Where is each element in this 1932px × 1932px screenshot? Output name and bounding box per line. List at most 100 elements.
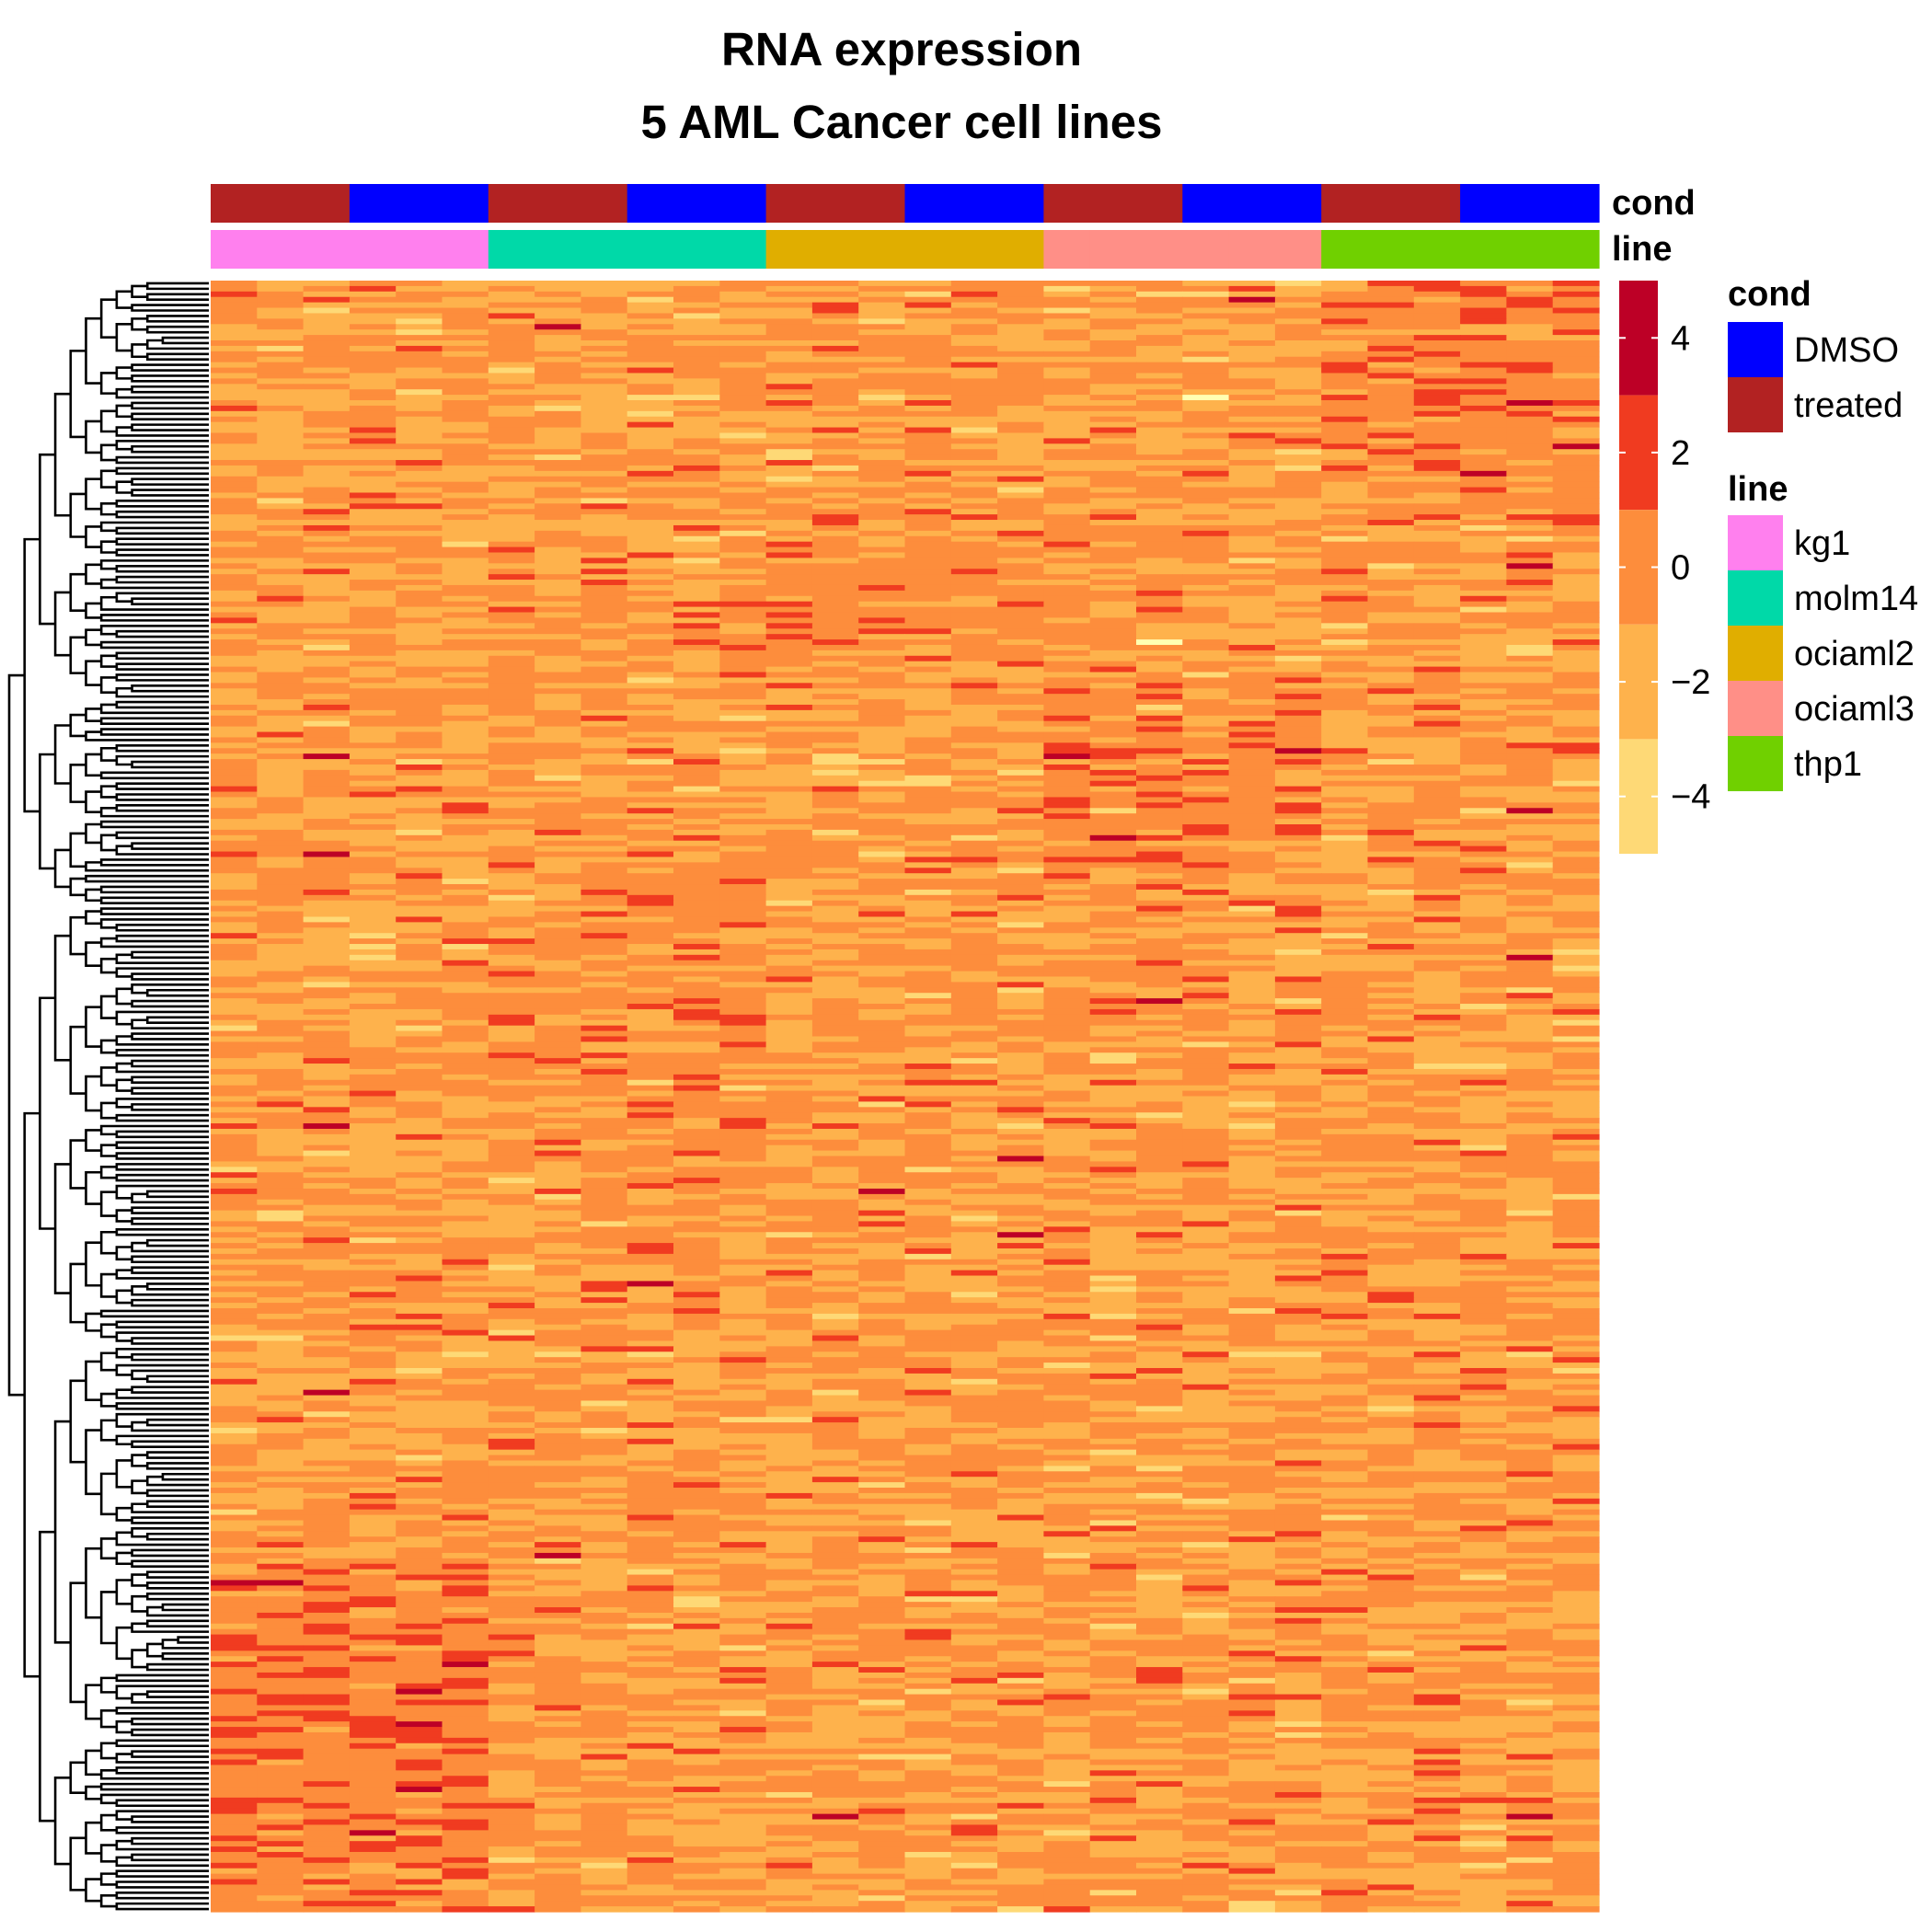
heatmap-cell bbox=[765, 1068, 813, 1075]
heatmap-cell bbox=[1228, 944, 1276, 950]
heatmap-cell bbox=[1321, 373, 1369, 379]
heatmap-cell bbox=[1136, 296, 1183, 304]
heatmap-cell bbox=[211, 509, 258, 515]
heatmap-cell bbox=[627, 911, 674, 918]
heatmap-cell bbox=[1274, 389, 1322, 396]
heatmap-cell bbox=[904, 612, 952, 619]
heatmap-cell bbox=[1089, 873, 1137, 880]
heatmap-cell bbox=[1274, 449, 1322, 455]
heatmap-cell bbox=[765, 911, 813, 918]
heatmap-cell bbox=[1136, 281, 1183, 287]
heatmap-cell bbox=[396, 639, 443, 646]
heatmap-cell bbox=[535, 1019, 581, 1027]
heatmap-cell bbox=[1552, 335, 1600, 341]
heatmap-cell bbox=[1274, 427, 1322, 434]
heatmap-cell bbox=[765, 694, 813, 700]
heatmap-cell bbox=[1182, 373, 1230, 379]
heatmap-cell bbox=[811, 438, 859, 444]
heatmap-cell bbox=[211, 704, 258, 711]
heatmap-cell bbox=[535, 748, 581, 754]
dendrogram-branch bbox=[85, 753, 102, 777]
heatmap-cell bbox=[1460, 1068, 1507, 1075]
heatmap-cell bbox=[1136, 976, 1183, 983]
heatmap-cell bbox=[1552, 998, 1600, 1005]
dendrogram-branch bbox=[99, 1101, 117, 1120]
dendrogram-branch bbox=[99, 540, 117, 554]
heatmap-cell bbox=[442, 905, 489, 913]
heatmap-cell bbox=[627, 1030, 674, 1038]
heatmap-cell bbox=[1136, 470, 1183, 477]
heatmap-cell bbox=[997, 487, 1044, 494]
heatmap-cell bbox=[303, 617, 351, 624]
heatmap-cell bbox=[1043, 362, 1091, 369]
heatmap-cell bbox=[1552, 454, 1600, 461]
heatmap-cell bbox=[858, 1112, 906, 1119]
heatmap-cell bbox=[349, 905, 397, 913]
heatmap-cell bbox=[1367, 421, 1415, 429]
heatmap-cell bbox=[396, 879, 443, 885]
heatmap-cell bbox=[1460, 954, 1507, 961]
heatmap-cell bbox=[997, 764, 1044, 771]
heatmap-cell bbox=[1367, 726, 1415, 733]
heatmap-cell bbox=[488, 879, 535, 885]
heatmap-cell bbox=[1321, 998, 1369, 1005]
heatmap-cell bbox=[396, 405, 443, 412]
heatmap-cell bbox=[396, 819, 443, 825]
heatmap-cell bbox=[257, 927, 305, 934]
heatmap-cell bbox=[719, 971, 767, 978]
heatmap-cell bbox=[1506, 1101, 1554, 1108]
heatmap-cell bbox=[257, 688, 305, 695]
heatmap-cell bbox=[535, 927, 581, 934]
heatmap-cell bbox=[1367, 487, 1415, 494]
heatmap-cell bbox=[858, 954, 906, 961]
heatmap-cell bbox=[950, 1014, 998, 1021]
dendrogram-branch bbox=[85, 822, 102, 845]
heatmap-cell bbox=[535, 813, 581, 820]
heatmap-cell bbox=[1460, 351, 1507, 358]
heatmap-cell bbox=[765, 389, 813, 396]
heatmap-cell bbox=[1460, 982, 1507, 988]
heatmap-cell bbox=[1321, 285, 1369, 293]
heatmap-cell bbox=[396, 628, 443, 635]
heatmap-cell bbox=[765, 1064, 813, 1070]
heatmap-cell bbox=[488, 829, 535, 836]
heatmap-cell bbox=[1089, 281, 1137, 287]
heatmap-cell bbox=[950, 421, 998, 429]
heatmap-cell bbox=[673, 400, 720, 407]
heatmap-cell bbox=[1182, 606, 1230, 614]
heatmap-cell bbox=[858, 384, 906, 390]
heatmap-cell bbox=[535, 791, 581, 799]
dendrogram-branch bbox=[115, 387, 209, 399]
heatmap-cell bbox=[211, 514, 258, 521]
heatmap-cell bbox=[673, 780, 720, 788]
heatmap-cell bbox=[1043, 340, 1091, 347]
heatmap-cell bbox=[1413, 786, 1461, 793]
heatmap-cell bbox=[303, 802, 351, 809]
dendrogram-branch bbox=[131, 423, 209, 431]
heatmap-cell bbox=[904, 933, 952, 939]
heatmap-cell bbox=[1182, 949, 1230, 956]
heatmap-cell bbox=[1413, 465, 1461, 472]
heatmap-cell bbox=[997, 628, 1044, 635]
heatmap-cell bbox=[765, 318, 813, 325]
heatmap-cell bbox=[303, 661, 351, 668]
heatmap-cell bbox=[257, 879, 305, 885]
heatmap-cell bbox=[997, 797, 1044, 803]
heatmap-cell bbox=[442, 834, 489, 842]
heatmap-cell bbox=[1274, 971, 1322, 978]
heatmap-cell bbox=[1043, 1085, 1091, 1092]
annotation-cond-cell bbox=[1136, 184, 1183, 223]
dendrogram-branch bbox=[131, 1440, 209, 1448]
heatmap-cell bbox=[811, 492, 859, 499]
heatmap-cell bbox=[1413, 1090, 1461, 1098]
heatmap-cell bbox=[811, 296, 859, 304]
heatmap-cell bbox=[950, 894, 998, 902]
heatmap-cell bbox=[673, 351, 720, 358]
heatmap-cell bbox=[396, 922, 443, 928]
heatmap-cell bbox=[858, 438, 906, 444]
heatmap-cell bbox=[442, 764, 489, 771]
heatmap-cell bbox=[257, 628, 305, 635]
annotation-cond-cell bbox=[1506, 184, 1554, 223]
heatmap-cell bbox=[858, 405, 906, 412]
heatmap-cell bbox=[950, 503, 998, 510]
